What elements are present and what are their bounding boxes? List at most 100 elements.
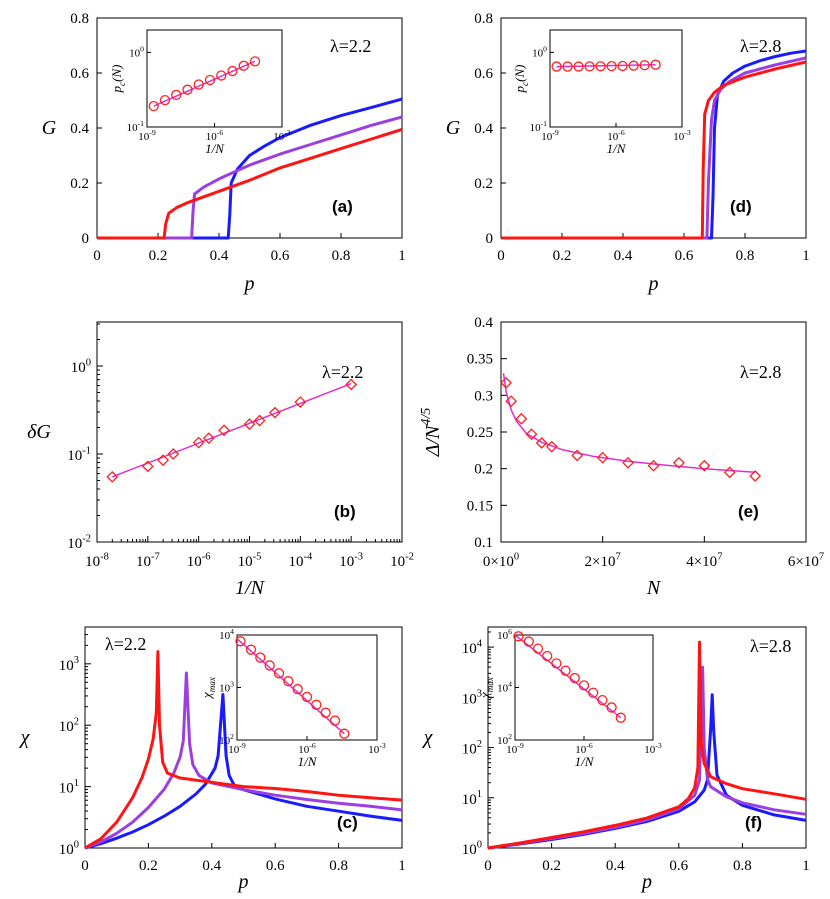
text-part: -7	[151, 551, 160, 562]
text-part: 0	[543, 44, 547, 53]
text-part: 10	[497, 683, 509, 695]
y-tick-label: 102	[59, 716, 79, 735]
inset-data-point	[560, 665, 571, 676]
data-point-diamond	[192, 436, 205, 449]
text-part: 10	[673, 131, 685, 143]
series-line-blue	[501, 49, 807, 240]
inset-x-axis-label: 1/N	[607, 141, 627, 156]
y-tick-label: 0.2	[474, 176, 493, 192]
text-part: 0	[86, 357, 91, 368]
x-tick-label: 1	[398, 858, 406, 874]
text-part: -3	[379, 741, 386, 750]
inset-data-point	[588, 687, 599, 698]
series-line-red	[97, 127, 403, 240]
text-part: 4	[230, 627, 234, 636]
text-part: 10	[238, 554, 253, 570]
text-part: 10	[67, 448, 82, 464]
inset-data-point	[329, 715, 341, 726]
text-part: 10	[390, 554, 405, 570]
text-part: 10	[67, 536, 82, 552]
text-part: max	[485, 677, 495, 692]
text-part: 10	[219, 683, 231, 695]
text-part: 10	[575, 744, 587, 756]
y-tick-label: 0	[82, 231, 90, 247]
plot-frame-c	[84, 626, 403, 849]
inset-y-tick-label: 100	[532, 44, 547, 59]
text-part: -3	[284, 128, 291, 137]
data-point-diamond	[157, 454, 170, 467]
inset-y-tick-label: 106	[497, 627, 512, 642]
inset-y-tick-label: 100	[129, 44, 144, 59]
x-tick-label: 0.6	[669, 858, 688, 874]
series-line-blue	[97, 97, 403, 240]
text-part: 1	[477, 789, 482, 800]
y-axis-label: δG	[27, 421, 51, 443]
inset-data-point	[292, 683, 303, 695]
text-part: 0	[74, 839, 79, 850]
x-tick-label: 0.8	[736, 248, 755, 264]
y-tick-label: 10-2	[67, 533, 91, 552]
text-part: 10	[187, 554, 202, 570]
y-tick-label: 10-1	[67, 445, 91, 464]
inset-frame-c	[236, 634, 378, 741]
text-part: 2	[508, 732, 512, 741]
x-axis-label: p	[243, 273, 255, 295]
text-part: -6	[586, 741, 593, 750]
inset-x-tick-label: 10-9	[138, 128, 156, 143]
x-tick-label: 0.4	[210, 248, 229, 264]
inset-data-point	[159, 94, 171, 106]
text-part: 10	[288, 554, 303, 570]
y-tick-label: 102	[462, 739, 482, 758]
text-part: χ	[477, 692, 492, 700]
text-part: 10	[85, 554, 100, 570]
inset-x-tick-label: 10-9	[506, 741, 524, 756]
x-tick-label: 4×107	[686, 551, 722, 570]
text-part: -2	[405, 551, 414, 562]
inset-data-point	[311, 699, 322, 710]
data-point-diamond	[647, 459, 660, 472]
inset-x-tick-label: 10-3	[673, 128, 691, 143]
x-tick-label: 10-2	[390, 551, 414, 570]
x-tick-label: 10-4	[288, 551, 312, 570]
text-part: -1	[138, 119, 145, 128]
text-part: 10	[71, 360, 86, 376]
inset-x-tick-label: 10-3	[644, 741, 662, 756]
y-tick-label: 0.4	[474, 315, 493, 331]
inset-y-tick-label: 104	[219, 627, 234, 642]
x-tick-label: 0.2	[139, 858, 158, 874]
data-point-diamond	[535, 437, 548, 449]
panel-label-b: (b)	[334, 502, 356, 521]
data-point-diamond	[294, 396, 307, 408]
inset-x-tick-label: 10-6	[575, 741, 593, 756]
inset-x-tick-label: 10-6	[607, 128, 625, 143]
y-tick-label: 0.4	[474, 121, 493, 137]
text-part: 10	[339, 554, 354, 570]
fit-line	[502, 373, 756, 474]
text-part: -9	[149, 128, 156, 137]
inset-data-point	[562, 61, 573, 72]
text-part: 1/N	[298, 754, 318, 769]
x-axis-label: N	[646, 577, 662, 599]
text-part: -6	[309, 741, 316, 750]
y-tick-label: 0.15	[467, 498, 493, 514]
y-tick-label: 0.2	[70, 176, 89, 192]
x-axis-label: 1/N	[235, 577, 266, 599]
series-line-red	[501, 60, 807, 240]
inset-x-tick-label: 10-6	[206, 128, 224, 143]
plot-frame-e	[500, 321, 807, 543]
inset-data-point	[245, 644, 257, 655]
y-axis-label: χ	[422, 727, 434, 749]
text-part: 10	[136, 554, 151, 570]
y-tick-label: 101	[59, 778, 79, 797]
text-part: 10	[219, 630, 231, 642]
inset-x-tick-label: 10-3	[368, 741, 386, 756]
inset-data-point	[301, 691, 313, 703]
inset-y-tick-label: 10-1	[530, 119, 548, 134]
text-part: -3	[354, 551, 363, 562]
x-tick-label: 10-7	[136, 551, 160, 570]
x-tick-label: 1	[802, 858, 810, 874]
inset-data-point	[615, 712, 626, 723]
x-tick-label: 2×107	[585, 551, 621, 570]
x-axis-label: p	[237, 871, 249, 893]
text-part: 10	[298, 744, 310, 756]
